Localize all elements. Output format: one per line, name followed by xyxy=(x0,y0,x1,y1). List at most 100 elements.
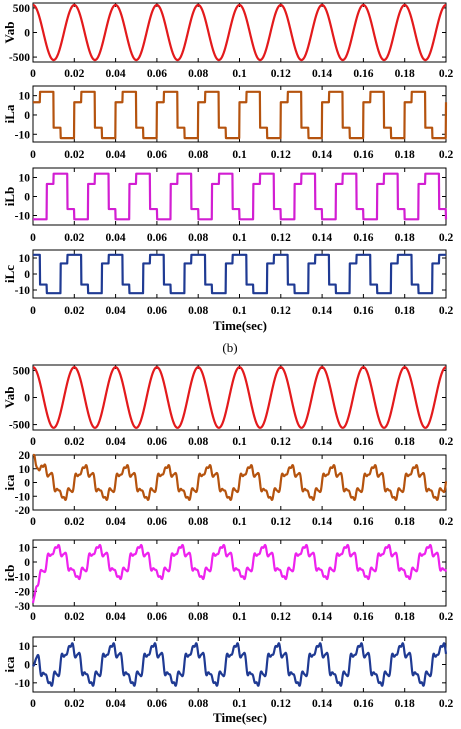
x-tick-label: 0.12 xyxy=(271,232,291,244)
y-tick-label: -10 xyxy=(15,285,31,297)
x-tick-label: 0.2 xyxy=(439,516,454,528)
x-tick-label: 0.14 xyxy=(312,232,332,244)
x-tick-label: 0.14 xyxy=(312,68,332,80)
x-tick-label: 0 xyxy=(30,436,36,448)
x-tick-label: 0.18 xyxy=(395,611,415,623)
x-tick-label: 0.18 xyxy=(395,516,415,528)
x-tick-label: 0.12 xyxy=(271,516,291,528)
x-tick-label: 0.02 xyxy=(64,68,84,80)
y-tick-label: 0 xyxy=(24,557,30,569)
x-tick-label: 0.12 xyxy=(271,611,291,623)
x-tick-label: 0 xyxy=(30,68,36,80)
x-tick-label: 0.02 xyxy=(64,232,84,244)
y-tick-label: 0 xyxy=(24,393,30,405)
chart-panel-3: 0 0.02 0.04 0.06 0.08 0.1 0.12 0.14 0.16 0.18 0.2 1… xyxy=(2,167,454,244)
x-tick-label: 0.04 xyxy=(106,232,126,244)
plot-frame xyxy=(32,249,447,299)
x-tick-label: 0.02 xyxy=(64,305,84,317)
x-tick-label: 0.02 xyxy=(64,149,84,161)
x-tick-label: 0.14 xyxy=(312,305,332,317)
series-line-1 xyxy=(31,543,448,604)
chart-panel-2: 0 0.02 0.04 0.06 0.08 0.1 0.12 0.14 0.16 0.18 0.2 1… xyxy=(2,85,453,161)
x-tick-label: 0.08 xyxy=(188,232,208,244)
y-tick-label: 10 xyxy=(19,464,31,476)
chart-panel-5: 0 0.02 0.04 0.06 0.08 0.1 0.12 0.14 0.16 0.18 0.2 5… xyxy=(2,364,454,448)
x-tick-label: 0.12 xyxy=(271,305,291,317)
y-tick-label: 10 xyxy=(19,91,31,103)
x-tick-label: 0.06 xyxy=(147,516,167,528)
chart-panel-7: 0 0.02 0.04 0.06 0.08 0.1 0.12 0.14 0.16 0.18 0.2 1… xyxy=(2,539,454,623)
x-tick-label: 0.08 xyxy=(188,149,208,161)
x-tick-label: 0.1 xyxy=(232,232,247,244)
y-tick-label: 10 xyxy=(19,173,31,185)
x-tick-label: 0 xyxy=(30,516,36,528)
y-tick-label: 0 xyxy=(24,110,30,122)
x-tick-label: 0.18 xyxy=(395,698,415,710)
x-tick-label: 0.16 xyxy=(353,232,373,244)
y-axis-label: Vab xyxy=(2,387,17,409)
x-tick-label: 0.08 xyxy=(188,436,208,448)
y-tick-label: -10 xyxy=(15,211,31,223)
y-tick-label: -20 xyxy=(15,505,31,517)
y-axis-label: iLc xyxy=(2,265,17,283)
chart-panel-1: 0 0.02 0.04 0.06 0.08 0.1 0.12 0.14 0.16 0.18 0.2 5… xyxy=(2,2,454,80)
x-tick-label: 0.1 xyxy=(232,516,247,528)
x-tick-label: 0.06 xyxy=(147,149,167,161)
y-axis-label: iLb xyxy=(2,187,17,207)
x-tick-label: 0.08 xyxy=(188,516,208,528)
y-tick-label: 10 xyxy=(19,253,31,265)
x-tick-label: 0.16 xyxy=(353,516,373,528)
x-tick-label: 0 xyxy=(30,611,36,623)
y-axis-label: ica xyxy=(2,474,17,490)
y-axis-label: Vab xyxy=(2,22,17,44)
x-tick-label: 0.08 xyxy=(188,611,208,623)
plot-frame xyxy=(32,636,447,693)
x-tick-label: 0.08 xyxy=(188,305,208,317)
y-tick-label: 0 xyxy=(24,28,30,40)
series-line-1 xyxy=(32,253,447,295)
x-tick-label: 0.06 xyxy=(147,305,167,317)
x-tick-label: 0.2 xyxy=(439,436,454,448)
x-tick-label: 0.02 xyxy=(64,516,84,528)
x-tick-label: 0.14 xyxy=(312,149,332,161)
x-tick-label: 0.14 xyxy=(312,516,332,528)
chart-panel-4: 0 0.02 0.04 0.06 0.08 0.1 0.12 0.14 0.16 0.18 0.2 1… xyxy=(2,249,453,333)
y-tick-label: 20 xyxy=(19,450,31,462)
x-tick-label: 0.14 xyxy=(312,611,332,623)
y-tick-label: 0 xyxy=(24,192,30,204)
x-tick-label: 0.02 xyxy=(64,436,84,448)
y-axis-label: ica xyxy=(2,656,17,672)
series-line-1 xyxy=(32,3,447,62)
x-tick-label: 0.04 xyxy=(106,149,126,161)
series-line-1 xyxy=(32,172,448,221)
y-tick-label: -10 xyxy=(15,491,31,503)
x-tick-label: 0.16 xyxy=(353,436,373,448)
y-tick-label: 10 xyxy=(19,542,31,554)
y-tick-label: -10 xyxy=(15,572,31,584)
x-tick-label: 0.18 xyxy=(395,436,415,448)
x-axis-label: Time(sec) xyxy=(213,318,267,333)
x-tick-label: 0 xyxy=(30,149,36,161)
x-tick-label: 0.12 xyxy=(271,436,291,448)
x-tick-label: 0.2 xyxy=(439,611,454,623)
series-line-1 xyxy=(32,90,448,140)
x-tick-label: 0.12 xyxy=(271,698,291,710)
x-tick-label: 0.1 xyxy=(232,149,247,161)
figure-caption: (b) xyxy=(222,340,237,355)
x-tick-label: 0.18 xyxy=(395,149,415,161)
x-tick-label: 0.04 xyxy=(106,698,126,710)
x-tick-label: 0.2 xyxy=(439,698,454,710)
y-tick-label: 10 xyxy=(19,641,31,653)
x-tick-label: 0.1 xyxy=(232,611,247,623)
x-tick-label: 0.1 xyxy=(232,68,247,80)
x-tick-label: 0.2 xyxy=(439,68,454,80)
plot-frame xyxy=(32,2,447,63)
x-tick-label: 0.16 xyxy=(353,149,373,161)
x-tick-label: 0.02 xyxy=(64,611,84,623)
x-tick-label: 0 xyxy=(30,305,36,317)
x-tick-label: 0.2 xyxy=(439,232,454,244)
y-tick-label: -10 xyxy=(15,678,31,690)
plot-frame xyxy=(32,364,447,431)
x-tick-label: 0.16 xyxy=(353,698,373,710)
